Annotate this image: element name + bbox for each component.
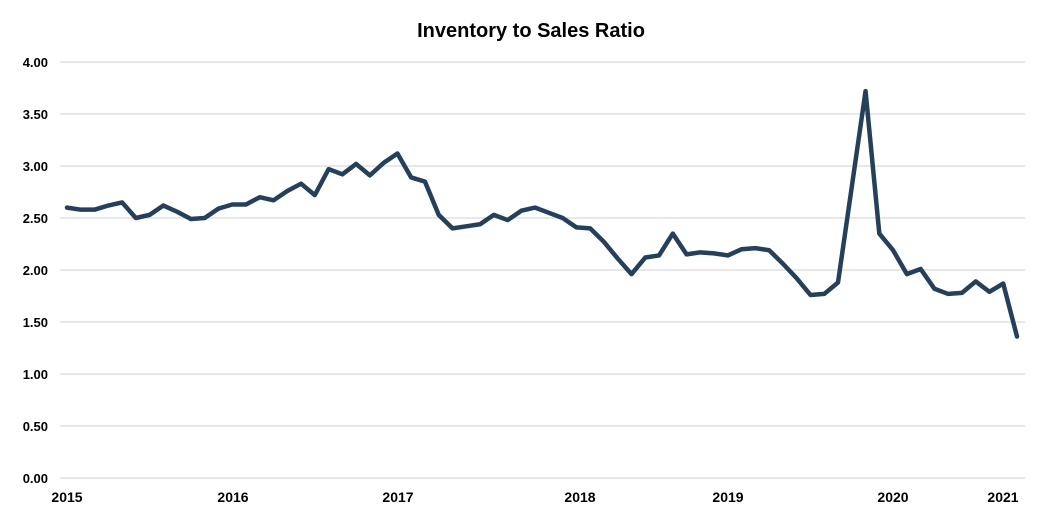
y-tick-label: 1.00	[23, 367, 48, 382]
x-tick-label: 2018	[564, 489, 595, 505]
y-tick-label: 4.00	[23, 55, 48, 70]
x-tick-label: 2019	[712, 489, 743, 505]
y-tick-label: 2.50	[23, 211, 48, 226]
y-tick-label: 3.50	[23, 107, 48, 122]
x-axis-labels: 2015 2016 2017 2018 2019 2020 2021	[51, 489, 1018, 505]
x-tick-label: 2017	[382, 489, 413, 505]
x-tick-label: 2020	[877, 489, 908, 505]
chart-title: Inventory to Sales Ratio	[417, 20, 645, 42]
y-tick-label: 0.50	[23, 419, 48, 434]
x-tick-label: 2015	[51, 489, 82, 505]
x-tick-label: 2016	[217, 489, 248, 505]
gridlines	[60, 61, 1025, 479]
y-tick-label: 2.00	[23, 263, 48, 278]
y-tick-label: 3.00	[23, 159, 48, 174]
y-axis-labels: 4.00 3.50 3.00 2.50 2.00 1.50 1.00 0.50 0.00	[23, 55, 48, 486]
series-line	[64, 88, 1020, 339]
y-tick-label: 1.50	[23, 315, 48, 330]
x-tick-label: 2021	[987, 489, 1018, 505]
y-tick-label: 0.00	[23, 471, 48, 486]
